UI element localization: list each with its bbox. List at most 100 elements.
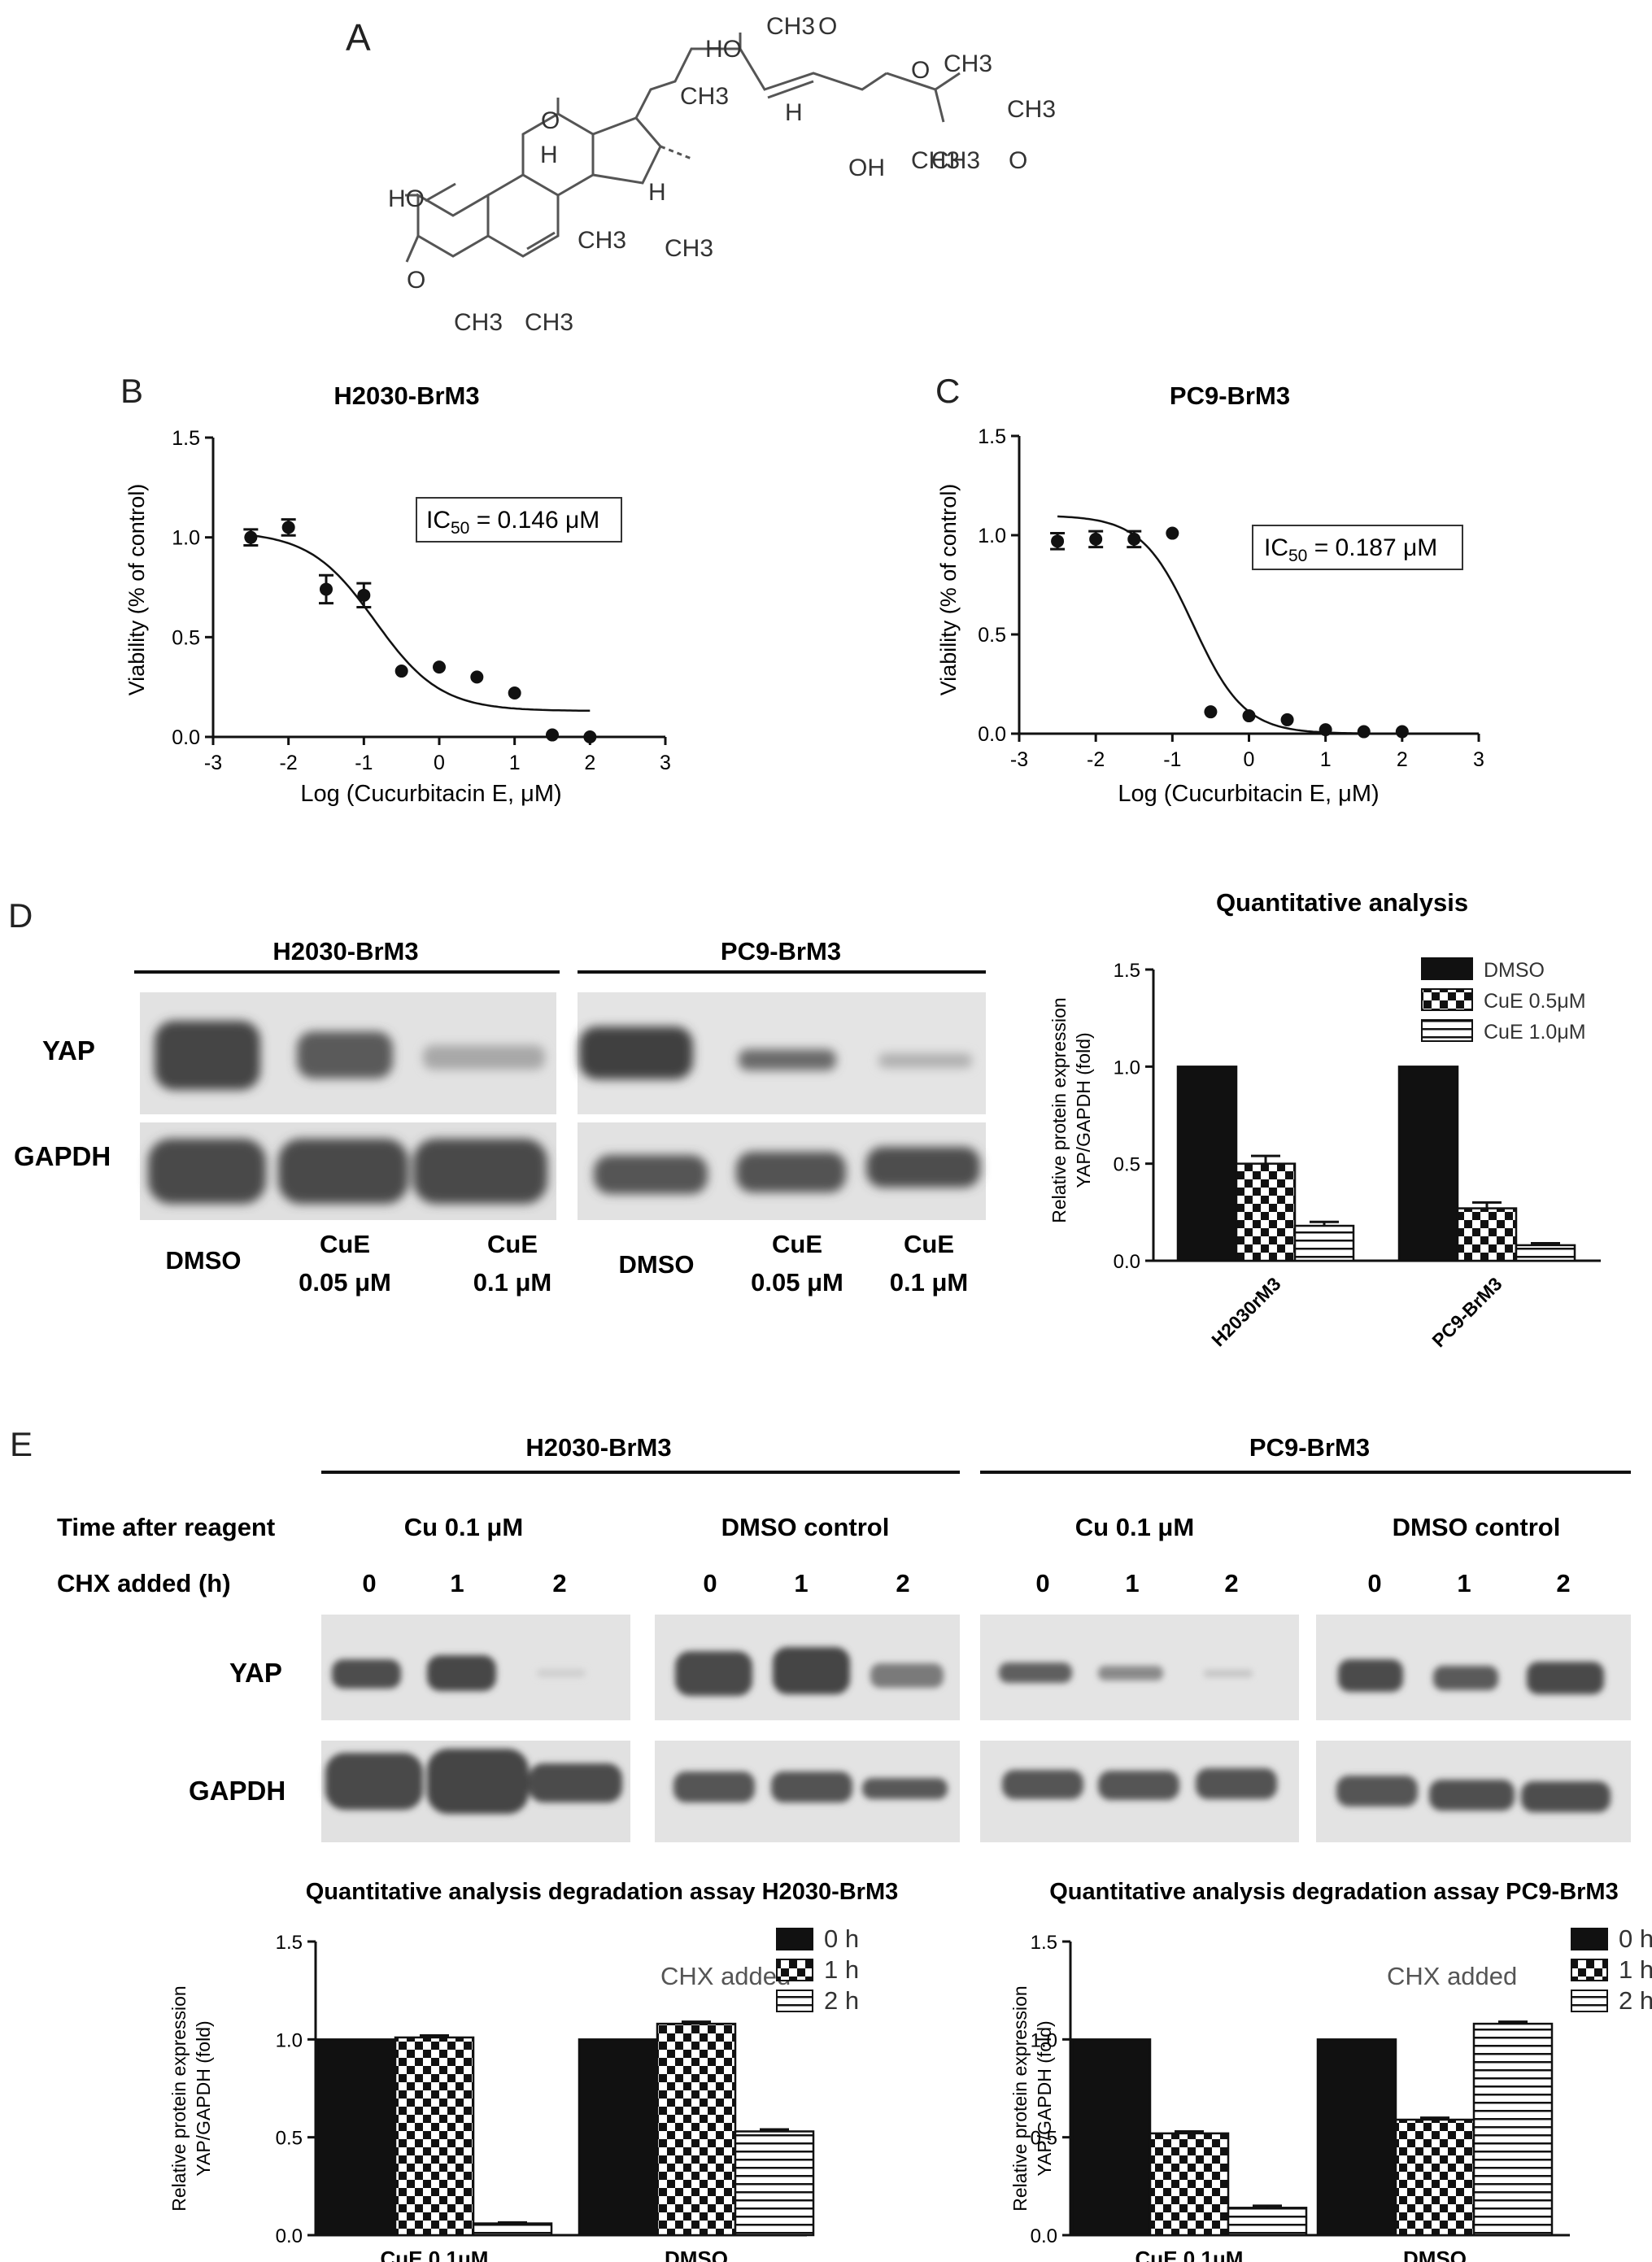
blot-e-hour: 1	[794, 1569, 808, 1597]
legend-label: CuE 0.5μM	[1484, 990, 1586, 1013]
blot-e-hour: 0	[362, 1569, 376, 1597]
western-blot-d: H2030-BrM3 PC9-BrM3 YAP GAPDH DMSO	[14, 937, 986, 1297]
bond-ring-b	[487, 173, 560, 258]
blot-d-row1-label: YAP	[42, 1035, 95, 1066]
ic50-prefix: IC	[1264, 534, 1288, 561]
bond-ring-b-double	[526, 231, 556, 251]
legend-swatch	[776, 1959, 813, 1981]
bond-ring-a-double	[425, 182, 456, 203]
ic50-sub: 50	[1288, 547, 1307, 565]
band-gapdh	[1429, 1780, 1515, 1811]
blot-e-group2: PC9-BrM3	[1249, 1433, 1370, 1462]
blot-d-lane-label: DMSO	[166, 1246, 242, 1275]
y-tick-label: 0.0	[172, 726, 200, 749]
bar	[1070, 2038, 1152, 2237]
chart-b-ylabel: Viability (% of control)	[124, 484, 149, 696]
atom-label: H	[785, 99, 803, 126]
y-tick-label: 1.5	[172, 427, 200, 450]
data-point	[1395, 725, 1409, 739]
bond-side-chain	[634, 47, 887, 119]
chart-c-title: PC9-BrM3	[1170, 381, 1290, 410]
legend-label: 1 h	[1619, 1955, 1652, 1984]
bar	[1227, 2207, 1308, 2237]
y-tick-label: 0.5	[276, 2128, 303, 2150]
x-tick-label: 1	[1320, 748, 1332, 771]
ic50-prefix: IC	[426, 507, 451, 534]
band-yap	[1098, 1666, 1163, 1680]
band-gapdh	[1336, 1776, 1418, 1807]
svg-text:IC50 = 0.146 μM: IC50 = 0.146 μM	[426, 507, 599, 538]
y-tick-label: 0.5	[1031, 2128, 1057, 2150]
atom-label: CH3	[665, 235, 713, 262]
blot-d-lane-label: CuE	[904, 1230, 954, 1258]
category-label: CuE 0.1μM	[381, 2247, 489, 2262]
blot-e-hour: 2	[552, 1569, 566, 1597]
atom-label: HO	[388, 185, 425, 212]
panel-letter-d: D	[8, 896, 33, 935]
x-tick-label: -3	[1010, 748, 1028, 771]
chart-e2: 0.0 0.5 1.0 1.5 CuE 0.1μM DMSO 0 h1 h2 h	[1031, 1924, 1652, 2262]
bar	[394, 2036, 475, 2237]
blot-d-row2-label: GAPDH	[14, 1141, 111, 1171]
bond-oh-d	[660, 145, 692, 160]
y-tick-label: 1.5	[978, 425, 1006, 448]
bar	[1515, 1244, 1576, 1262]
data-point	[508, 686, 521, 700]
band-gapdh	[1521, 1781, 1611, 1812]
blot-d-lane-dose: 0.1 μM	[890, 1268, 969, 1297]
blot-d-lane-dose: 0.05 μM	[751, 1268, 843, 1297]
bond-methyl	[934, 89, 945, 123]
band-yap	[1527, 1662, 1604, 1694]
legend-label: CuE 1.0μM	[1484, 1021, 1586, 1044]
category-label: PC9-BrM3	[1428, 1273, 1506, 1351]
bar	[656, 2022, 737, 2237]
chart-c: -3 -2 -1 0 1 2 3 0.0 0.5 1.0 1.5	[978, 425, 1484, 771]
chart-b-ic50-box: IC50 = 0.146 μM	[416, 497, 622, 543]
legend-label: DMSO	[1484, 959, 1545, 982]
panel-letter-c: C	[935, 372, 960, 410]
category-label: H2030rM3	[1207, 1273, 1284, 1350]
atom-label: O	[911, 57, 930, 84]
legend-swatch	[1571, 1990, 1608, 2012]
blot-e-row2-label: GAPDH	[189, 1776, 286, 1806]
blot-d-lane-label: CuE	[772, 1230, 822, 1258]
band-yap	[427, 1655, 496, 1691]
x-tick-label: 0	[434, 752, 445, 774]
data-point	[433, 660, 446, 674]
bar	[1176, 1066, 1238, 1262]
x-tick-label: 0	[1244, 748, 1255, 771]
chart-d: 0.0 0.5 1.0 1.5 H2030rM3 PC9-BrM3 DMSO CuE 0.5μ…	[1114, 957, 1601, 1351]
bar	[734, 2130, 815, 2237]
y-tick-label: 1.0	[978, 525, 1006, 547]
band-yap	[423, 1045, 545, 1070]
legend-label: 1 h	[824, 1955, 859, 1984]
atom-label: CH3	[766, 13, 815, 40]
blot-e-hour: 2	[1556, 1569, 1570, 1597]
svg-text:IC50 = 0.187 μM: IC50 = 0.187 μM	[1264, 534, 1437, 565]
blot-e-hour: 0	[1367, 1569, 1381, 1597]
data-point	[1204, 705, 1218, 719]
chart-e2-ylabel-1: Relative protein expression	[1009, 1985, 1031, 2211]
data-point	[281, 521, 295, 534]
band-gapdh	[148, 1139, 266, 1204]
y-tick-label: 0.0	[276, 2225, 303, 2247]
atom-label: H	[540, 142, 558, 168]
blot-e-condition: DMSO control	[721, 1513, 890, 1541]
data-point	[1127, 532, 1141, 546]
blot-e-group1: H2030-BrM3	[525, 1433, 671, 1462]
band-yap	[332, 1659, 401, 1689]
data-point	[320, 582, 333, 596]
legend-label: 2 h	[824, 1986, 859, 2015]
data-point	[1089, 532, 1103, 546]
blot-d-lane-label: DMSO	[619, 1250, 695, 1279]
blot-e-time-label: Time after reagent	[57, 1513, 275, 1541]
x-tick-label: 3	[660, 752, 671, 774]
y-tick-label: 0.5	[978, 624, 1006, 647]
chart-b-title: H2030-BrM3	[333, 381, 479, 410]
band-gapdh	[529, 1763, 622, 1802]
data-point	[1319, 723, 1332, 737]
band-yap	[999, 1663, 1072, 1683]
category-label: DMSO	[665, 2247, 728, 2262]
atom-label: H	[648, 179, 666, 206]
atom-label: O	[818, 13, 837, 40]
